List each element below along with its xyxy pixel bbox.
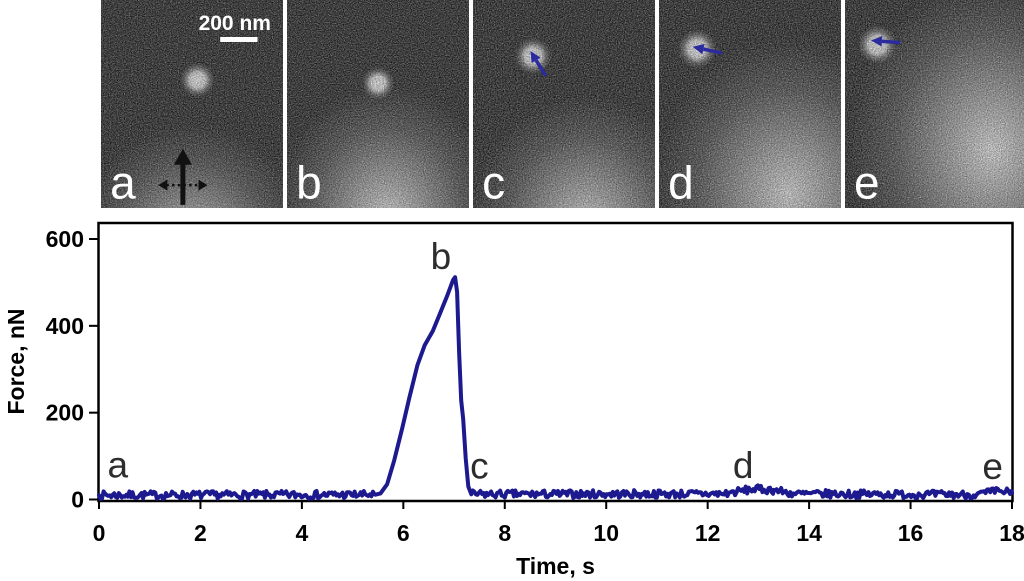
chart-annotation-c: c (470, 446, 489, 487)
scale-bar-label: 200 nm (199, 12, 271, 35)
x-tick-label: 8 (498, 520, 511, 546)
x-tick-label: 16 (898, 520, 924, 546)
panel-label-a: a (110, 157, 136, 208)
x-tick-label: 14 (796, 520, 822, 546)
time-axis-label: Time, s (516, 553, 595, 579)
x-tick-label: 10 (593, 520, 619, 546)
y-tick-label: 400 (46, 313, 84, 339)
chart-canvas: 0 200 400 600 0 2 4 6 8 10 12 14 16 18 Time, s Force, n… (3, 221, 1024, 579)
chart-annotation-d: d (733, 445, 754, 486)
micrograph-image: b (287, 0, 469, 208)
panel-label-e: e (854, 157, 880, 208)
x-tick-label: 0 (93, 520, 106, 546)
manipulation-arrow-icon (870, 36, 901, 47)
micrograph-image: d (659, 0, 841, 208)
micrograph-panel-e: e (845, 0, 1024, 208)
micrograph-image: e (845, 0, 1024, 208)
tip-motion-arrow-icon (158, 148, 208, 205)
micrograph-image: 200 nm a (101, 0, 283, 208)
panel-label-d: d (668, 157, 694, 208)
micrograph-panel-d: d (659, 0, 841, 208)
force-time-chart: 0 200 400 600 0 2 4 6 8 10 12 14 16 18 Time, s Force, n… (0, 221, 1024, 581)
force-trace (97, 275, 1014, 501)
manipulation-arrow-icon (692, 44, 723, 55)
micrograph-panel-a: 200 nm a (101, 0, 283, 208)
x-tick-label: 12 (695, 520, 721, 546)
chart-annotation-a: a (107, 445, 128, 486)
micrograph-panel-b: b (287, 0, 469, 208)
chart-annotation-e: e (982, 446, 1003, 487)
x-tick-label: 2 (194, 520, 207, 546)
y-tick-label: 200 (46, 400, 84, 426)
panel-label-c: c (482, 157, 505, 208)
panel-label-b: b (296, 157, 322, 208)
force-axis-label: Force, nN (3, 308, 29, 414)
scale-bar (220, 37, 258, 42)
chart-annotation-b: b (431, 236, 452, 277)
y-tick-label: 0 (71, 487, 84, 513)
micrograph-image: c (473, 0, 655, 208)
micrograph-panel-c: c (473, 0, 655, 208)
x-tick-label: 6 (397, 520, 410, 546)
y-tick-label: 600 (46, 226, 84, 252)
manipulation-arrow-icon (530, 50, 548, 77)
x-tick-label: 4 (295, 520, 308, 546)
plot-border (97, 221, 1014, 503)
x-tick-label: 18 (999, 520, 1024, 546)
